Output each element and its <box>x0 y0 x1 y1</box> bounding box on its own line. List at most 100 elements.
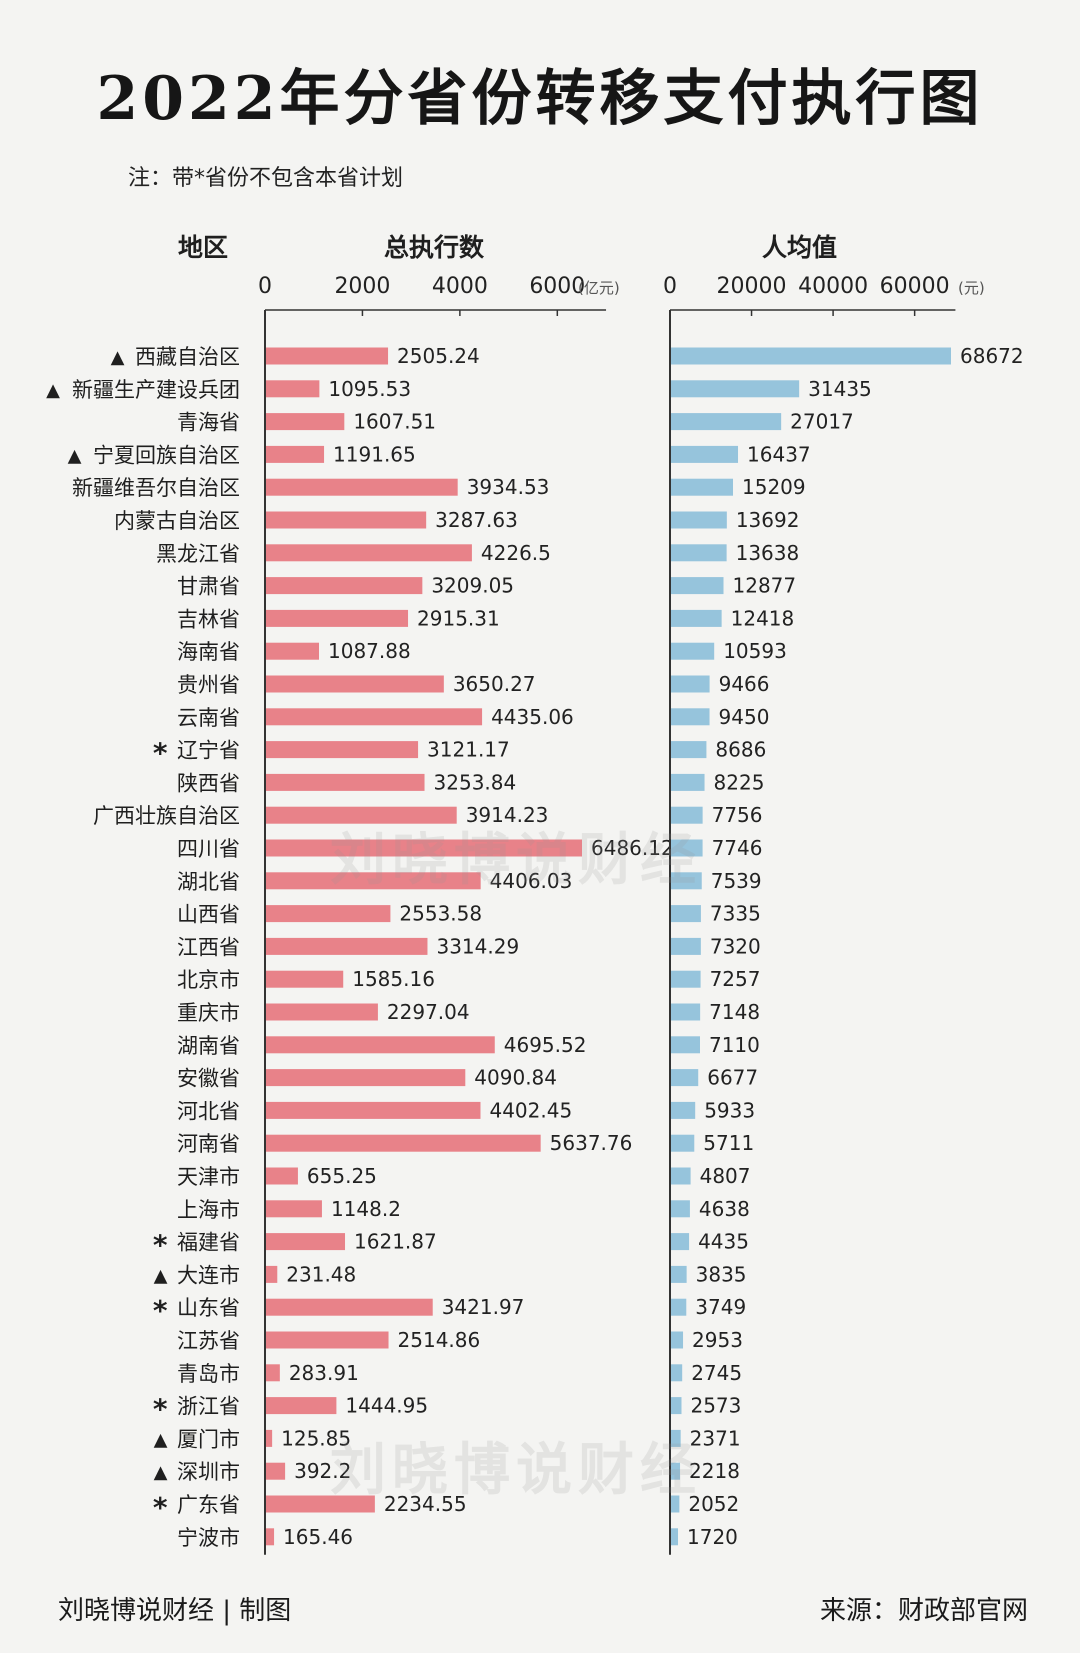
total-bar <box>266 741 419 759</box>
category-label: 吉林省 <box>177 607 240 631</box>
category-marker: * <box>153 1393 168 1426</box>
per-capita-bar <box>671 970 701 988</box>
per-capita-bar <box>671 445 739 463</box>
category-marker: * <box>153 1229 168 1262</box>
total-value-label: 3121.17 <box>427 738 510 762</box>
total-bar <box>266 1364 280 1382</box>
total-bar <box>266 1200 322 1218</box>
category-label: 西藏自治区 <box>135 345 240 369</box>
per-capita-bar <box>671 347 951 365</box>
per-capita-bar <box>671 1200 690 1218</box>
category-label: 内蒙古自治区 <box>114 509 240 533</box>
total-bar <box>266 1101 481 1119</box>
total-bar <box>266 1265 278 1283</box>
total-bar <box>266 577 423 595</box>
total-bar <box>266 675 444 693</box>
total-bar <box>266 970 344 988</box>
total-bar <box>266 1134 541 1152</box>
total-value-label: 392.2 <box>294 1459 351 1483</box>
category-label: 深圳市 <box>177 1460 240 1484</box>
total-value-label: 4402.45 <box>489 1098 572 1122</box>
category-label: 厦门市 <box>177 1427 240 1451</box>
category-label: 青海省 <box>177 411 240 435</box>
category-label: 大连市 <box>177 1263 240 1287</box>
total-bar <box>266 1331 389 1349</box>
total-bar <box>266 937 428 955</box>
category-label: 天津市 <box>177 1165 240 1189</box>
per-capita-bar <box>671 1528 679 1546</box>
per-capita-bar <box>671 1331 684 1349</box>
per-capita-column-header: 人均值 <box>762 233 838 262</box>
total-value-label: 1191.65 <box>333 442 416 466</box>
total-bar <box>266 478 458 496</box>
total-value-label: 2553.58 <box>399 902 482 926</box>
per-capita-value-label: 3749 <box>695 1295 746 1319</box>
category-label: 江苏省 <box>177 1329 240 1353</box>
per-capita-value-label: 4638 <box>699 1197 750 1221</box>
per-capita-value-label: 2573 <box>690 1394 741 1418</box>
per-capita-bar <box>671 1233 690 1251</box>
per-capita-bar <box>671 872 702 890</box>
total-value-label: 1621.87 <box>354 1230 437 1254</box>
per-capita-value-label: 8686 <box>715 738 766 762</box>
per-capita-value-label: 2953 <box>692 1328 743 1352</box>
per-capita-bar <box>671 806 703 824</box>
total-value-label: 1148.2 <box>331 1197 401 1221</box>
total-bar <box>266 1233 346 1251</box>
per-capita-value-label: 7148 <box>709 1000 760 1024</box>
category-label: 湖北省 <box>177 870 240 894</box>
per-capita-value-label: 7335 <box>710 902 761 926</box>
per-capita-bar <box>671 1036 700 1054</box>
total-value-label: 4406.03 <box>490 869 573 893</box>
chart-note: 注：带*省份不包含本省计划 <box>128 166 404 191</box>
per-capita-value-label: 2052 <box>688 1492 739 1516</box>
per-capita-value-label: 7756 <box>712 803 763 827</box>
total-bar <box>266 445 325 463</box>
per-capita-value-label: 5711 <box>703 1131 754 1155</box>
per-capita-bar <box>671 708 710 726</box>
category-label: 北京市 <box>177 968 240 992</box>
per-capita-value-label: 7110 <box>709 1033 760 1057</box>
axis-tick-label: 60000 <box>880 274 950 299</box>
per-capita-value-label: 4435 <box>698 1230 749 1254</box>
per-capita-bar <box>671 1298 687 1316</box>
category-marker: ▲ <box>154 1265 168 1286</box>
total-value-label: 3914.23 <box>466 803 549 827</box>
axis-tick-label: 40000 <box>798 274 868 299</box>
per-capita-bar <box>671 577 724 595</box>
category-marker: * <box>153 1294 168 1327</box>
per-capita-value-label: 2371 <box>690 1426 741 1450</box>
total-bar <box>266 708 483 726</box>
total-value-label: 3934.53 <box>467 475 550 499</box>
total-bar <box>266 609 409 627</box>
total-value-label: 3314.29 <box>436 934 519 958</box>
per-capita-value-label: 1720 <box>687 1525 738 1549</box>
total-value-label: 2297.04 <box>387 1000 470 1024</box>
per-capita-bar <box>671 741 707 759</box>
per-capita-bar <box>671 1265 687 1283</box>
per-capita-bar <box>671 544 727 562</box>
total-bar <box>266 1462 286 1480</box>
per-capita-value-label: 13692 <box>736 508 800 532</box>
per-capita-bar <box>671 380 800 398</box>
category-marker: ▲ <box>68 445 82 466</box>
total-value-label: 2234.55 <box>384 1492 467 1516</box>
per-capita-bar <box>671 1069 699 1087</box>
total-value-label: 3287.63 <box>435 508 518 532</box>
total-bar <box>266 413 345 431</box>
category-label: 山西省 <box>177 903 240 927</box>
per-capita-value-label: 12877 <box>733 574 797 598</box>
category-label: 河北省 <box>177 1099 240 1123</box>
per-capita-value-label: 7746 <box>712 836 763 860</box>
total-bar <box>266 347 389 365</box>
per-capita-value-label: 9450 <box>719 705 770 729</box>
per-capita-value-label: 12418 <box>731 606 795 630</box>
per-capita-bar <box>671 1167 691 1185</box>
category-label: 陕西省 <box>177 771 240 795</box>
per-capita-bar <box>671 675 710 693</box>
category-label: 云南省 <box>177 706 240 730</box>
category-label: 青岛市 <box>177 1362 240 1386</box>
total-bar <box>266 905 391 923</box>
per-capita-value-label: 13638 <box>736 541 800 565</box>
per-capita-value-label: 5933 <box>704 1098 755 1122</box>
